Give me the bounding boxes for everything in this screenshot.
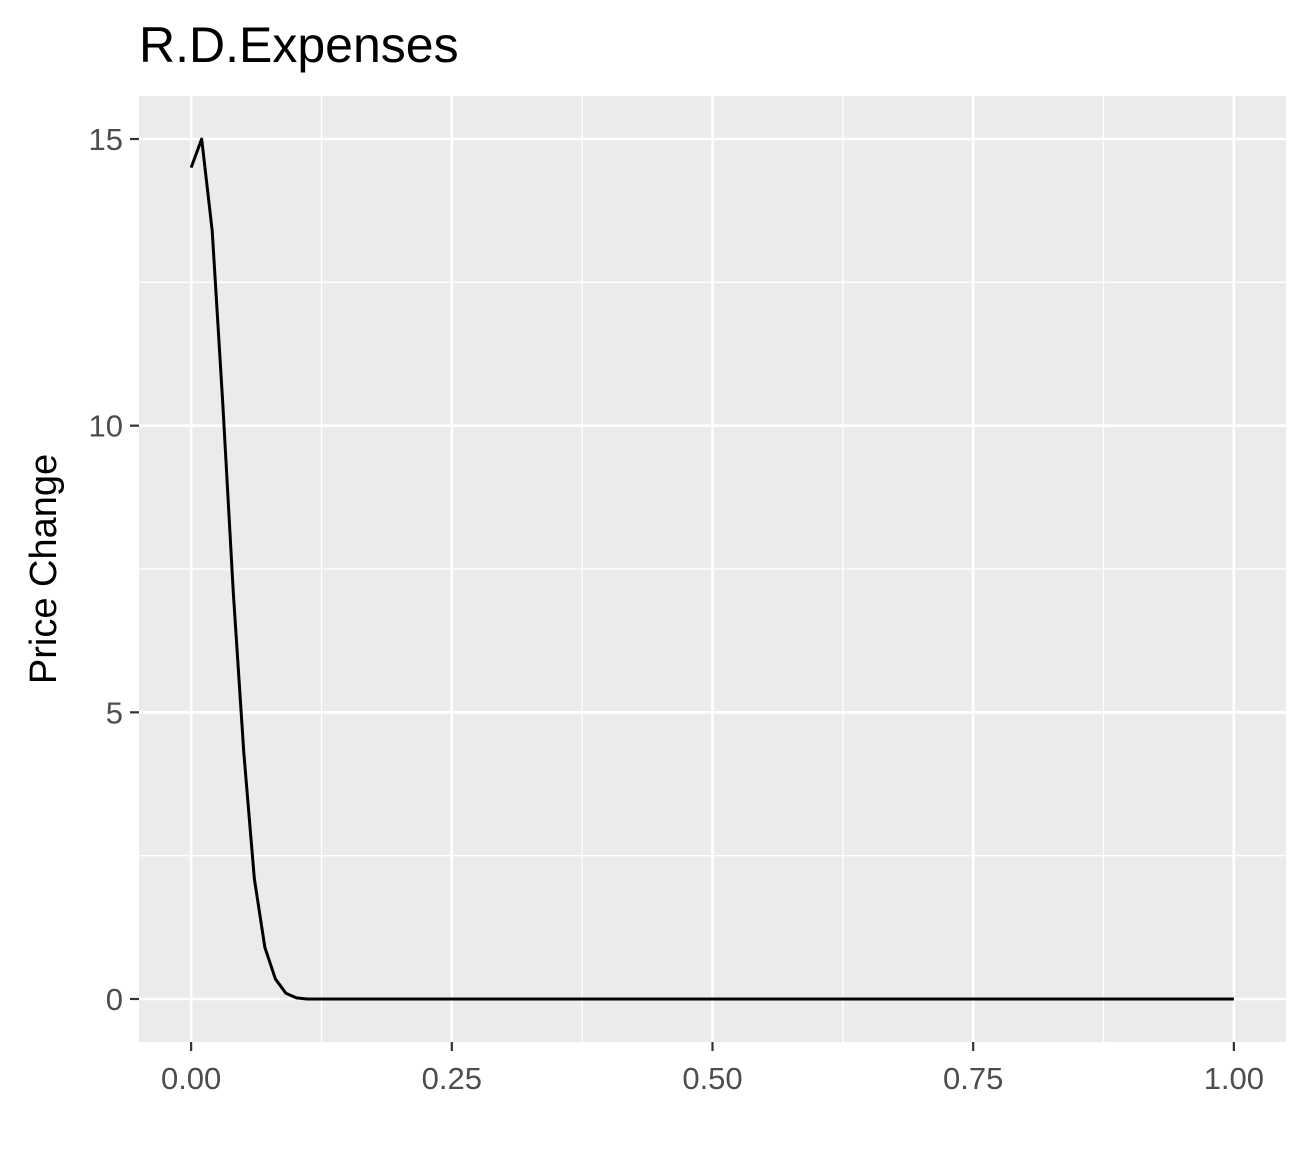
y-tick-label: 15 xyxy=(89,122,123,157)
x-tick-label: 0.50 xyxy=(682,1061,742,1096)
x-tick-label: 1.00 xyxy=(1204,1061,1264,1096)
x-tick-label: 0.00 xyxy=(161,1061,221,1096)
series-line xyxy=(189,137,1234,1001)
series-layer xyxy=(189,137,1234,1001)
y-axis-title: Price Change xyxy=(23,454,65,684)
y-tick-label: 5 xyxy=(106,695,123,730)
y-tick-label: 0 xyxy=(106,982,123,1017)
x-tick-label: 0.25 xyxy=(422,1061,482,1096)
y-axis: 0 5 10 15 xyxy=(89,122,139,1017)
y-tick-label: 10 xyxy=(89,409,123,444)
x-axis: 0.00 0.25 0.50 0.75 1.00 xyxy=(161,1042,1264,1096)
x-tick-label: 0.75 xyxy=(943,1061,1003,1096)
chart-title: R.D.Expenses xyxy=(139,17,459,73)
major-gridlines xyxy=(139,96,1286,1042)
